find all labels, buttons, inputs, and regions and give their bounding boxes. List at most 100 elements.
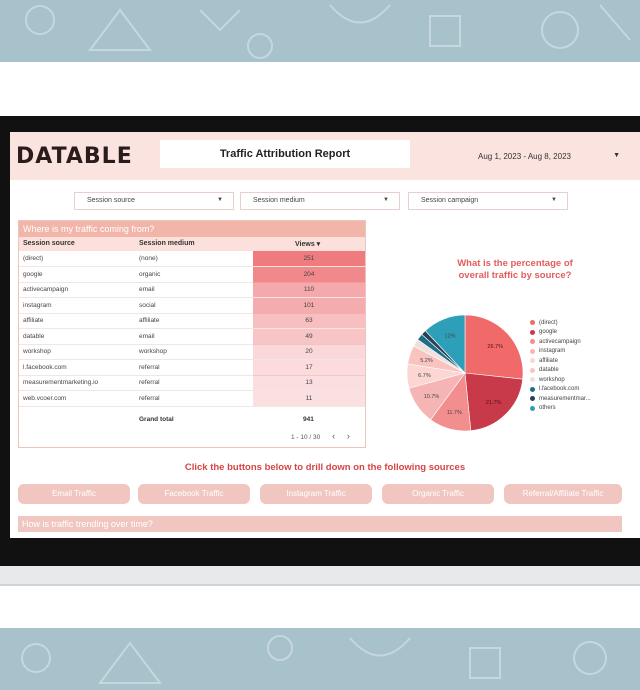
referral-affiliate-traffic-button[interactable]: Referral/Affiliate Traffic [504, 484, 622, 504]
table-row[interactable]: (direct) (none) 251 [19, 251, 365, 267]
table-row[interactable]: datable email 49 [19, 328, 365, 345]
legend-label: affiliate [539, 357, 558, 364]
background-pattern-top [0, 0, 640, 62]
cell-source: datable [23, 332, 45, 340]
email-traffic-button[interactable]: Email Traffic [18, 484, 130, 504]
cell-views: 110 [253, 282, 365, 297]
pie-slice-label: 6.7% [418, 373, 431, 379]
laptop-frame: DATABLE Traffic Attribution Report Aug 1… [0, 116, 640, 566]
cell-source: activecampaign [23, 286, 69, 293]
cell-views: 63 [253, 313, 365, 328]
cell-source: l.facebook.com [23, 363, 67, 371]
caret-down-icon: ▼ [383, 197, 389, 203]
table-row[interactable]: affiliate affiliate 63 [19, 313, 365, 329]
table-header: Session source Session medium Views ▾ [19, 237, 365, 251]
table-row[interactable]: web.vcoer.com referral 11 [19, 390, 365, 407]
legend-dot-icon [530, 386, 535, 392]
legend-item[interactable]: datable [530, 366, 591, 376]
trend-section-title: How is traffic trending over time? [18, 516, 622, 532]
column-header-views[interactable]: Views ▾ [295, 241, 321, 248]
legend-dot-icon [530, 377, 535, 383]
doodle-pattern-icon [21, 635, 607, 684]
filter-label: Session campaign [421, 197, 479, 204]
legend-dot-icon [530, 348, 535, 354]
cell-medium: social [139, 301, 156, 309]
laptop-base [0, 566, 640, 586]
caret-down-icon: ▼ [217, 197, 223, 203]
table-row[interactable]: workshop workshop 20 [19, 344, 365, 360]
legend-label: google [539, 329, 558, 336]
pie-slice-label: 26.7% [487, 344, 503, 350]
filter-label: Session source [87, 197, 135, 204]
legend-label: l.facebook.com [539, 386, 580, 393]
legend-item[interactable]: others [530, 404, 591, 414]
cell-views: 101 [253, 297, 365, 313]
legend-label: measurementmar... [539, 395, 591, 402]
session-campaign-filter[interactable]: Session campaign ▼ [408, 192, 568, 210]
legend-item[interactable]: l.facebook.com [530, 385, 591, 395]
doodle-pattern-icon [25, 4, 631, 59]
cell-source: instagram [23, 301, 52, 309]
date-range-label: Aug 1, 2023 - Aug 8, 2023 [478, 152, 571, 161]
cell-medium: referral [139, 363, 160, 371]
pie-slice-label: 5.2% [420, 358, 433, 364]
pagination-label: 1 - 10 / 30 [291, 434, 321, 441]
legend-item[interactable]: affiliate [530, 356, 591, 366]
session-source-filter[interactable]: Session source ▼ [74, 192, 234, 210]
prev-page-icon[interactable]: ‹ [332, 431, 336, 441]
pie-slice-0[interactable] [464, 314, 524, 380]
cell-source: google [23, 270, 43, 278]
column-header-medium[interactable]: Session medium [139, 240, 195, 247]
cell-medium: email [139, 286, 155, 293]
table-row[interactable]: l.facebook.com referral 17 [19, 359, 365, 376]
next-page-icon[interactable]: › [346, 431, 350, 441]
legend-dot-icon [530, 329, 535, 335]
cell-views: 20 [253, 344, 365, 359]
filter-label: Session medium [253, 197, 305, 204]
cell-source: web.vcoer.com [23, 394, 67, 402]
traffic-table: Where is my traffic coming from? Session… [18, 220, 366, 448]
legend-item[interactable]: activecampaign [530, 337, 591, 347]
table-row[interactable]: measurementmarketing.io referral 13 [19, 375, 365, 391]
legend-dot-icon [530, 396, 535, 402]
legend-label: datable [539, 367, 559, 374]
cell-views: 204 [253, 266, 365, 282]
facebook-traffic-button[interactable]: Facebook Traffic [138, 484, 250, 504]
pie-chart-title: What is the percentage of overall traffi… [430, 258, 600, 282]
traffic-pie-chart: 26.7% 21.7% 11.7% 10.7% 6.7% 5.2% 12% [406, 314, 524, 432]
cell-views: 17 [253, 359, 365, 375]
column-header-source[interactable]: Session source [23, 240, 75, 247]
table-row[interactable]: activecampaign email 110 [19, 282, 365, 298]
date-range-picker[interactable]: Aug 1, 2023 - Aug 8, 2023 ▼ [450, 132, 640, 180]
organic-traffic-button[interactable]: Organic Traffic [382, 484, 494, 504]
report-title: Traffic Attribution Report [160, 140, 410, 168]
pie-slice-9[interactable] [424, 314, 466, 374]
session-medium-filter[interactable]: Session medium ▼ [240, 192, 400, 210]
instagram-traffic-button[interactable]: Instagram Traffic [260, 484, 372, 504]
cell-views: 49 [253, 328, 365, 344]
views-header-label: Views [295, 241, 315, 248]
legend-label: (direct) [539, 319, 558, 326]
cell-medium: (none) [139, 255, 158, 262]
dashboard-screen: DATABLE Traffic Attribution Report Aug 1… [10, 132, 640, 538]
cell-source: (direct) [23, 255, 44, 262]
legend-item[interactable]: measurementmar... [530, 394, 591, 404]
cell-medium: email [139, 332, 155, 340]
cell-medium: workshop [139, 348, 167, 355]
legend-dot-icon [530, 320, 535, 326]
legend-item[interactable]: instagram [530, 347, 591, 357]
cell-medium: referral [139, 379, 160, 386]
legend-label: instagram [539, 348, 566, 355]
legend-item[interactable]: google [530, 328, 591, 338]
legend-dot-icon [530, 405, 535, 411]
pie-title-line2: overall traffic by source? [458, 270, 572, 281]
cell-views: 13 [253, 375, 365, 390]
legend-item[interactable]: (direct) [530, 318, 591, 328]
caret-down-icon: ▼ [613, 152, 620, 159]
table-row[interactable]: google organic 204 [19, 266, 365, 283]
pie-slice-1[interactable] [464, 372, 523, 432]
legend-item[interactable]: workshop [530, 375, 591, 385]
table-row[interactable]: instagram social 101 [19, 297, 365, 314]
pie-slice-label: 21.7% [486, 400, 502, 406]
cell-source: measurementmarketing.io [23, 379, 99, 386]
